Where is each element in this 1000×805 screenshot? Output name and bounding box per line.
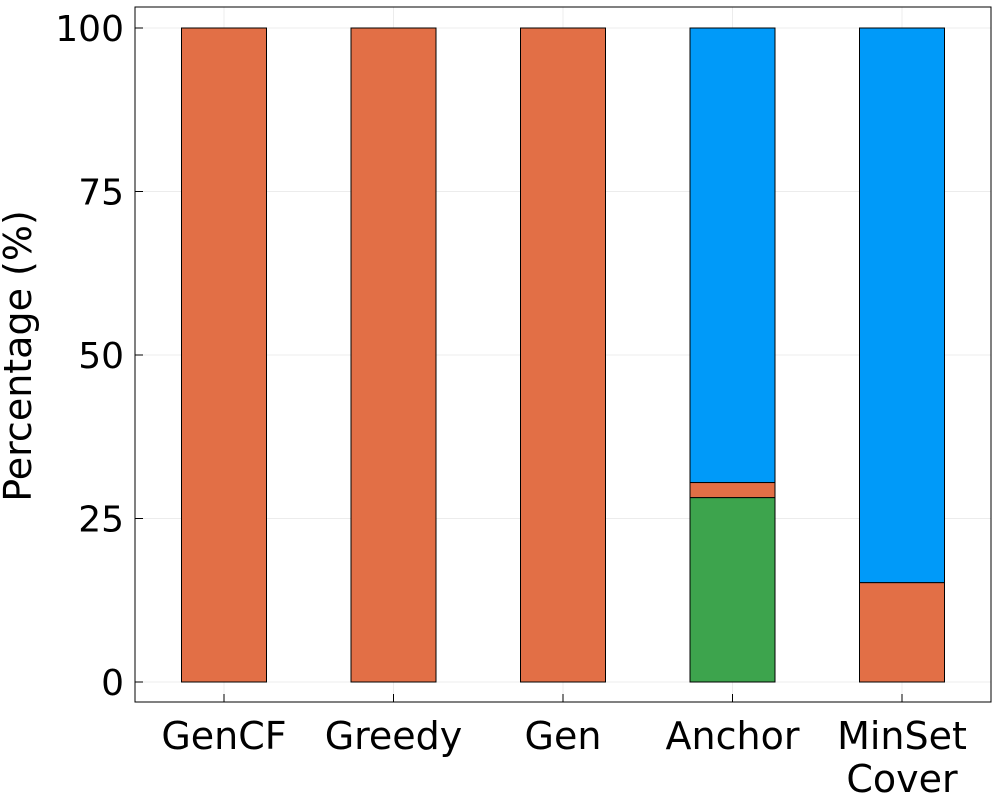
bar-segment-orange xyxy=(181,27,267,683)
x-tick-label-line: Gen xyxy=(525,714,602,758)
x-tick-label-line: GenCF xyxy=(161,714,286,758)
y-tick-label: 50 xyxy=(78,336,124,377)
y-tick-label: 100 xyxy=(55,9,124,50)
bar-segment-blue xyxy=(689,27,776,484)
y-tick-label: 75 xyxy=(78,173,124,214)
x-tick-label: GenCF xyxy=(161,714,286,758)
x-tick-label-line: Greedy xyxy=(325,714,463,758)
labels: 0 25 50 75 100 GenCF Greedy Gen Anchor MinSet Cove… xyxy=(55,9,967,801)
x-tick-label: MinSet Cover xyxy=(837,714,967,800)
y-axis-title: Percentage (%) xyxy=(0,210,40,502)
y-tick-label: 0 xyxy=(101,663,124,704)
y-tick-label: 25 xyxy=(78,500,124,541)
x-tick-label-line: Anchor xyxy=(666,714,800,758)
ticks xyxy=(135,27,903,702)
bar-segment-orange xyxy=(859,582,945,683)
x-tick-label-line: Cover xyxy=(846,757,958,800)
bar-segment-blue xyxy=(859,27,945,584)
bar-segment-orange xyxy=(689,482,776,499)
bar-segment-orange xyxy=(350,27,437,683)
x-tick-label: Anchor xyxy=(666,714,800,758)
x-tick-label-line: MinSet xyxy=(837,714,967,758)
bar-segment-orange xyxy=(520,27,606,683)
x-tick-label: Gen xyxy=(525,714,602,758)
bar-segment-green xyxy=(689,497,776,683)
bars xyxy=(181,27,945,683)
x-tick-label: Greedy xyxy=(325,714,463,758)
